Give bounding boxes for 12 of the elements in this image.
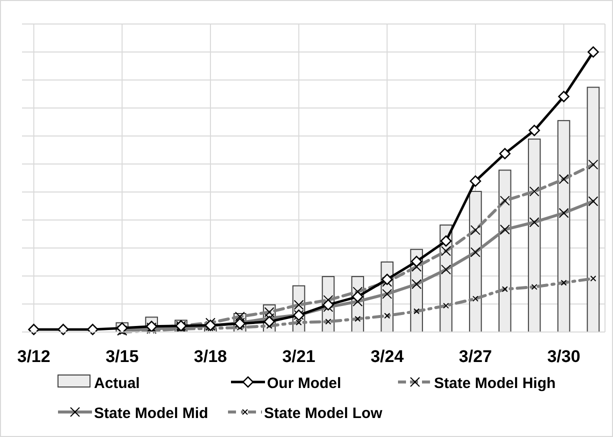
x-tick-label: 3/30 [547,347,580,366]
x-tick-label: 3/15 [106,347,139,366]
legend-label: Actual [94,375,140,392]
x-tick-label: 3/24 [370,347,404,366]
legend-label: State Model Mid [94,405,208,422]
x-tick-label: 3/12 [17,347,50,366]
x-tick-label: 3/18 [194,347,227,366]
x-tick-label: 3/21 [282,347,316,366]
legend-label: State Model High [434,375,556,392]
legend-label: State Model Low [264,405,383,422]
legend-label: Our Model [267,375,342,392]
x-tick-label: 3/27 [458,347,492,366]
